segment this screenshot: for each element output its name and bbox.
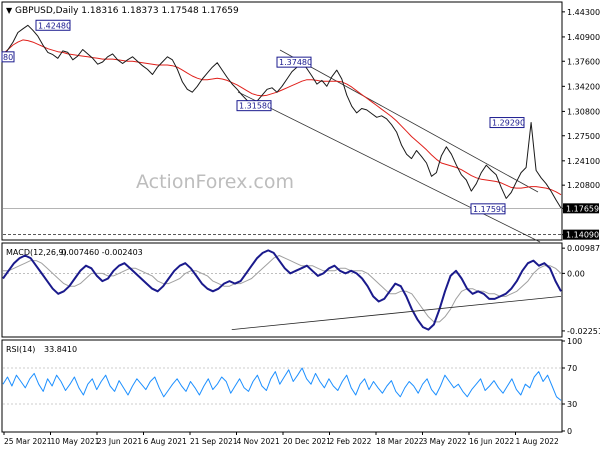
x-tick-label: 10 May 2021: [51, 437, 100, 446]
rsi-panel: [1, 339, 563, 433]
price-tick-label: 1.40900: [567, 33, 600, 42]
x-tick-label: 25 Mar 2021: [4, 437, 52, 446]
price-tick-label: 1.24100: [567, 157, 600, 166]
price-tick-label: 1.34200: [567, 82, 600, 91]
price-line: [2, 24, 562, 209]
price-annotation-label: 1.42480: [38, 21, 71, 30]
price-annotation-label: 1.31580: [239, 102, 272, 111]
rsi-title-value: 33.8410: [44, 345, 77, 354]
price-annotation-label: 1.29290: [492, 119, 525, 128]
channel-lower-line: [237, 91, 541, 243]
rsi-tick-label: 30: [567, 400, 577, 409]
price-annotation-label: 1.37480: [279, 58, 312, 67]
price-tick-label: 1.20800: [567, 181, 600, 190]
macd-tick-label: 0.00: [567, 269, 585, 278]
x-tick-label: 16 Jun 2022: [469, 437, 514, 446]
edge-annotation-box: [1, 51, 15, 63]
current-price-box: [563, 203, 599, 214]
macd-tick-label: -0.022516: [567, 327, 600, 336]
rsi-line: [2, 367, 562, 401]
rsi-tick-label: 100: [567, 337, 582, 346]
price-tick-label: 1.27500: [567, 132, 600, 141]
support-price-box: [563, 229, 599, 240]
macd-trendline: [231, 295, 562, 331]
x-tick-label: 18 Mar 2022: [376, 437, 424, 446]
price-panel: [1, 1, 563, 241]
price-annotation-box: [470, 203, 506, 215]
macd-line: [2, 249, 562, 331]
channel-upper-line: [279, 49, 539, 193]
symbol-icon: ▼: [6, 6, 13, 15]
rsi-tick-label: 0: [567, 427, 572, 436]
macd-panel: [1, 242, 563, 338]
edge-annotation-label: 80: [3, 53, 13, 62]
price-annotation-box: [489, 117, 525, 129]
x-tick-label: 21 Sep 2021: [190, 437, 238, 446]
x-tick-label: 3 May 2022: [423, 437, 467, 446]
rsi-title: RSI(14): [6, 345, 35, 354]
macd-title-values: 0.007460 -0.002403: [61, 248, 143, 257]
price-tick-label: 1.44300: [567, 8, 600, 17]
x-tick-label: 4 Nov 2021: [237, 437, 280, 446]
price-tick-label: 1.37600: [567, 57, 600, 66]
macd-title: MACD(12,26,9): [6, 248, 67, 257]
price-tick-label: 1.30800: [567, 107, 600, 116]
x-tick-label: 6 Aug 2021: [144, 437, 187, 446]
price-annotation-label: 1.17590: [473, 205, 506, 214]
x-tick-label: 20 Dec 2021: [283, 437, 331, 446]
x-tick-label: 23 Jun 2021: [97, 437, 142, 446]
x-tick-label: 1 Aug 2022: [516, 437, 559, 446]
symbol-header: GBPUSD,Daily 1.18316 1.18373 1.17548 1.1…: [15, 6, 239, 16]
price-annotation-box: [236, 100, 272, 112]
price-tick-label: 1.14090: [566, 231, 599, 240]
rsi-tick-label: 70: [567, 364, 577, 373]
watermark: ActionForex.com: [136, 171, 294, 193]
moving-average-line: [2, 39, 562, 196]
price-annotation-box: [35, 19, 71, 31]
macd-tick-label: 0.009872: [567, 244, 600, 253]
price-annotation-box: [276, 56, 312, 68]
x-tick-label: 2 Feb 2022: [330, 437, 372, 446]
price-tick-label: 1.17659: [566, 204, 599, 213]
